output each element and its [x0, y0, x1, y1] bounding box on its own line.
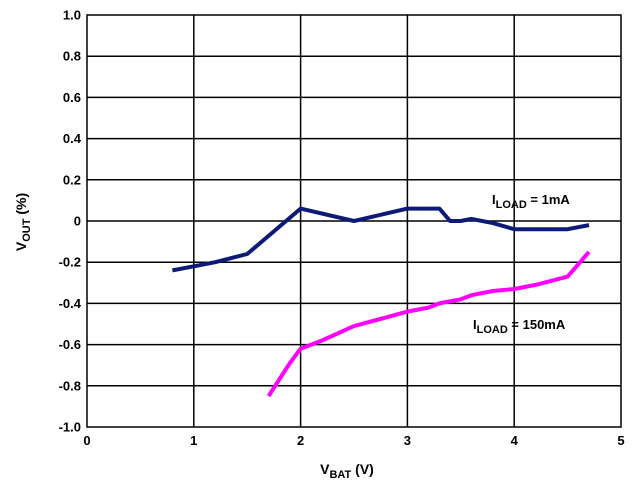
y-tick-label: 0.2 — [63, 172, 81, 187]
y-tick-label: 0.6 — [63, 90, 81, 105]
x-axis-title: VBAT (V) — [320, 461, 374, 481]
y-tick-labels: 1.0 0.8 0.6 0.4 0.2 0 -0.2 -0.4 -0.6 -0.8 -1.0 — [59, 8, 82, 435]
series-line-iload-150ma — [266, 250, 591, 398]
series-group — [172, 206, 591, 398]
x-tick-label: 1 — [190, 433, 197, 448]
grid — [87, 15, 621, 427]
x-tick-label: 5 — [617, 433, 624, 448]
x-tick-label: 4 — [511, 433, 519, 448]
series-label-iload-1ma: ILOAD = 1mA — [492, 192, 570, 211]
x-tick-label: 0 — [83, 433, 90, 448]
y-tick-label: 0.4 — [63, 131, 82, 146]
y-tick-label: -1.0 — [59, 420, 81, 435]
x-tick-label: 2 — [297, 433, 304, 448]
y-tick-label: -0.6 — [59, 337, 81, 352]
y-tick-label: 0 — [74, 214, 81, 229]
y-tick-label: -0.8 — [59, 378, 81, 393]
y-tick-label: 0.8 — [63, 49, 81, 64]
series-line-iload-1ma — [172, 206, 590, 273]
x-tick-label: 3 — [404, 433, 411, 448]
plot-frame — [86, 14, 622, 428]
series-label-iload-150ma: ILOAD = 150mA — [473, 317, 566, 336]
y-tick-label: -0.4 — [59, 296, 82, 311]
y-axis-title: VOUT (%) — [13, 193, 33, 251]
y-tick-label: -0.2 — [59, 255, 81, 270]
y-tick-label: 1.0 — [63, 8, 81, 23]
x-tick-labels: 0 1 2 3 4 5 — [83, 433, 624, 448]
